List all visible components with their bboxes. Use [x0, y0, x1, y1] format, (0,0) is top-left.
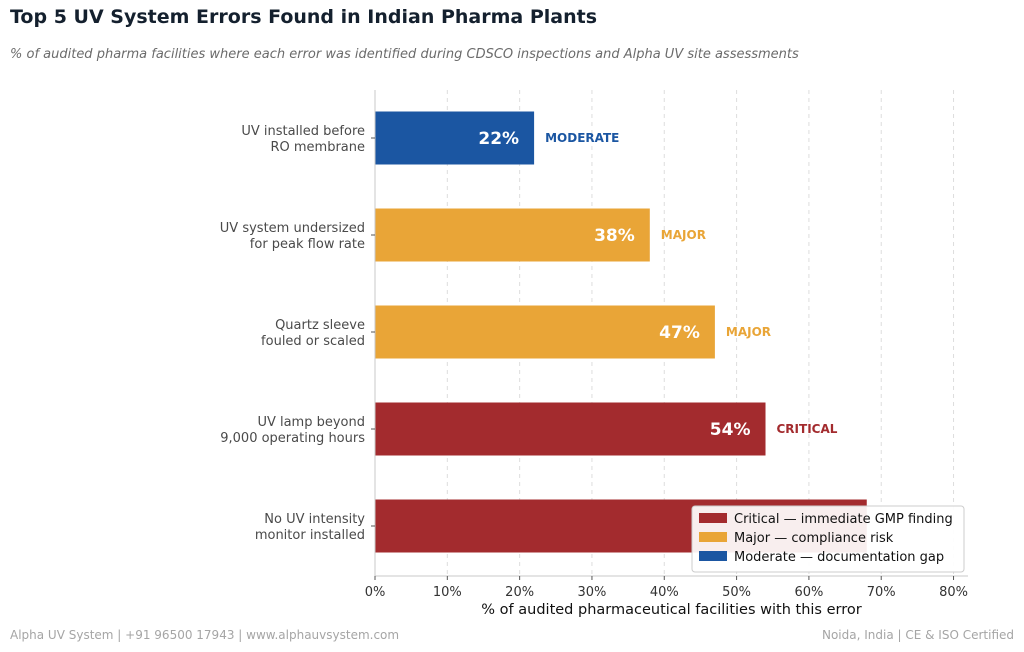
bar	[375, 402, 766, 456]
legend-label: Moderate — documentation gap	[734, 550, 944, 565]
category-label-line: UV installed before	[241, 124, 365, 139]
x-tick-label: 40%	[650, 585, 679, 600]
x-tick-label: 70%	[867, 585, 896, 600]
value-label: 54%	[710, 420, 751, 440]
bar	[375, 208, 650, 262]
bars-group: 22% MODERATE 38% MAJOR 47% MAJOR 54% CRITICAL	[375, 111, 867, 553]
category-label: No UV intensity monitor installed	[255, 512, 365, 543]
legend-swatch	[699, 513, 727, 523]
category-label-line: fouled or scaled	[261, 334, 365, 349]
category-label-line: UV system undersized	[220, 221, 365, 236]
x-tick-label: 10%	[433, 585, 462, 600]
legend-box	[691, 505, 965, 573]
legend-label: Major — compliance risk	[734, 531, 894, 546]
x-tick-label: 20%	[505, 585, 534, 600]
category-label-line: UV lamp beyond	[257, 415, 365, 430]
category-label: UV installed before RO membrane	[241, 124, 365, 155]
bar	[375, 305, 715, 359]
chart-title: Top 5 UV System Errors Found in Indian P…	[10, 6, 598, 28]
footer-location: Noida, India | CE & ISO Certified	[821, 628, 1014, 642]
severity-label: MAJOR	[726, 325, 771, 339]
legend-label: Critical — immediate GMP finding	[734, 512, 953, 527]
severity-label: CRITICAL	[777, 422, 838, 436]
x-tick-label: 50%	[722, 585, 751, 600]
category-label: UV lamp beyond 9,000 operating hours	[220, 415, 365, 446]
x-tick-label: 30%	[577, 585, 606, 600]
footer-contact: Alpha UV System | +91 96500 17943 | www.…	[10, 628, 400, 642]
x-axis-label: % of audited pharmaceutical facilities w…	[481, 602, 861, 618]
bar	[375, 111, 535, 165]
category-label-line: 9,000 operating hours	[220, 431, 365, 446]
category-label-line: monitor installed	[255, 528, 365, 543]
category-label: UV system undersized for peak flow rate	[220, 221, 365, 252]
x-tick-label: 0%	[365, 585, 386, 600]
category-label-line: Quartz sleeve	[275, 318, 365, 333]
value-label: 38%	[594, 226, 635, 246]
value-label: 47%	[659, 323, 700, 343]
severity-label: MAJOR	[661, 228, 706, 242]
legend-swatch	[699, 551, 727, 561]
category-label-line: for peak flow rate	[250, 237, 365, 252]
x-tick-label: 80%	[939, 585, 968, 600]
legend: Critical — immediate GMP finding Major — …	[691, 505, 965, 573]
category-label-line: RO membrane	[270, 140, 365, 155]
value-label: 22%	[478, 129, 519, 149]
severity-label: MODERATE	[545, 131, 619, 145]
legend-swatch	[699, 532, 727, 542]
x-tick-label: 60%	[794, 585, 823, 600]
chart-subtitle: % of audited pharma facilities where eac…	[10, 47, 799, 62]
category-label: Quartz sleeve fouled or scaled	[261, 318, 365, 349]
axes-group: 0% 10% 20% 30% 40% 50% 60% 70% 80% UV installed b…	[220, 90, 968, 600]
category-label-line: No UV intensity	[264, 512, 365, 527]
